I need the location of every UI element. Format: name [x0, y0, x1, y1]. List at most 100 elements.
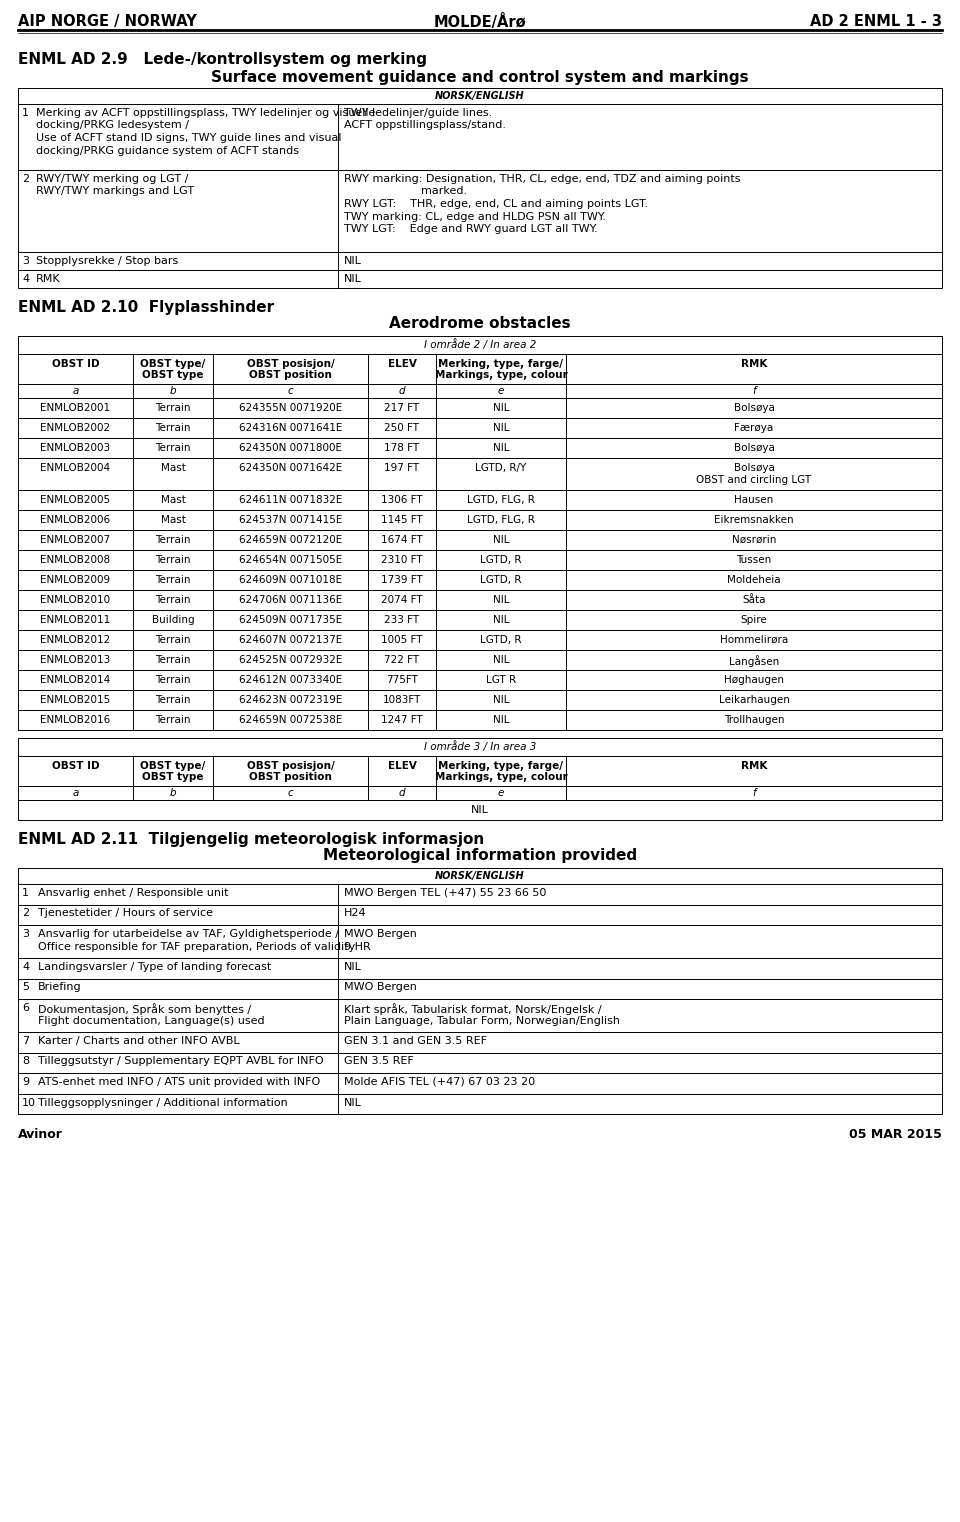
Text: 197 FT: 197 FT [384, 463, 420, 473]
Text: Office responsible for TAF preparation, Periods of validity: Office responsible for TAF preparation, … [38, 942, 355, 951]
Text: 624706N 0071136E: 624706N 0071136E [239, 595, 342, 606]
Text: NIL: NIL [492, 696, 509, 705]
Text: ENMLOB2008: ENMLOB2008 [40, 556, 110, 565]
Bar [18, 610, 942, 630]
Text: Mast: Mast [160, 495, 185, 505]
Text: Færøya: Færøya [734, 423, 774, 432]
Bar [18, 756, 942, 785]
Text: 624659N 0072538E: 624659N 0072538E [239, 715, 342, 724]
Bar [18, 670, 942, 689]
Text: RWY marking: Designation, THR, CL, edge, end, TDZ and aiming points: RWY marking: Designation, THR, CL, edge,… [344, 174, 740, 184]
Text: ENML AD 2.11  Tilgjengelig meteorologisk informasjon: ENML AD 2.11 Tilgjengelig meteorologisk … [18, 833, 484, 848]
Bar [18, 384, 942, 397]
Text: Tussen: Tussen [736, 556, 772, 565]
Text: 2: 2 [22, 174, 29, 184]
Text: ATS-enhet med INFO / ATS unit provided with INFO: ATS-enhet med INFO / ATS unit provided w… [38, 1078, 321, 1087]
Text: Ansvarlig enhet / Responsible unit: Ansvarlig enhet / Responsible unit [38, 887, 228, 898]
Text: e: e [498, 387, 504, 396]
Text: MOLDE/Årø: MOLDE/Årø [434, 14, 526, 30]
Bar [18, 979, 942, 998]
Text: b: b [170, 387, 177, 396]
Text: NORSK/ENGLISH: NORSK/ENGLISH [435, 871, 525, 881]
Text: Molde AFIS TEL (+47) 67 03 23 20: Molde AFIS TEL (+47) 67 03 23 20 [344, 1078, 535, 1087]
Text: NIL: NIL [344, 1097, 362, 1108]
Text: MWO Bergen: MWO Bergen [344, 983, 417, 992]
Text: NIL: NIL [492, 536, 509, 545]
Text: ENMLOB2009: ENMLOB2009 [40, 575, 110, 584]
Text: ENML AD 2.10  Flyplasshinder: ENML AD 2.10 Flyplasshinder [18, 300, 275, 315]
Text: H24: H24 [344, 909, 367, 918]
Text: NIL: NIL [492, 654, 509, 665]
Text: Terrain: Terrain [156, 674, 191, 685]
Text: 624659N 0072120E: 624659N 0072120E [239, 536, 342, 545]
Text: 624609N 0071018E: 624609N 0071018E [239, 575, 342, 584]
Text: Surface movement guidance and control system and markings: Surface movement guidance and control sy… [211, 70, 749, 85]
Bar [18, 253, 942, 269]
Text: LGTD, R: LGTD, R [480, 556, 521, 565]
Text: f: f [753, 788, 756, 798]
Text: ENMLOB2012: ENMLOB2012 [40, 635, 110, 645]
Text: Use of ACFT stand ID signs, TWY guide lines and visual: Use of ACFT stand ID signs, TWY guide li… [36, 132, 342, 143]
Text: Hommelirøra: Hommelirøra [720, 635, 788, 645]
Text: 624537N 0071415E: 624537N 0071415E [239, 514, 342, 525]
Text: Terrain: Terrain [156, 715, 191, 724]
Text: 624607N 0072137E: 624607N 0072137E [239, 635, 342, 645]
Bar [18, 438, 942, 458]
Text: 1145 FT: 1145 FT [381, 514, 422, 525]
Text: 178 FT: 178 FT [384, 443, 420, 454]
Text: 5: 5 [22, 983, 29, 992]
Text: 233 FT: 233 FT [384, 615, 420, 626]
Text: 250 FT: 250 FT [385, 423, 420, 432]
Bar [18, 1032, 942, 1053]
Text: Nøsrørin: Nøsrørin [732, 536, 777, 545]
Text: OBST posisjon/: OBST posisjon/ [247, 359, 334, 368]
Bar [18, 1053, 942, 1073]
Text: Terrain: Terrain [156, 635, 191, 645]
Text: 1005 FT: 1005 FT [381, 635, 422, 645]
Bar [18, 103, 942, 170]
Bar [18, 419, 942, 438]
Text: 6: 6 [22, 1003, 29, 1014]
Bar [18, 549, 942, 571]
Text: Markings, type, colour: Markings, type, colour [435, 772, 567, 782]
Bar [18, 336, 942, 355]
Text: Aerodrome obstacles: Aerodrome obstacles [389, 317, 571, 330]
Text: MWO Bergen: MWO Bergen [344, 928, 417, 939]
Text: LGTD, FLG, R: LGTD, FLG, R [468, 514, 535, 525]
Text: GEN 3.5 REF: GEN 3.5 REF [344, 1056, 414, 1067]
Text: 1306 FT: 1306 FT [381, 495, 422, 505]
Bar [18, 709, 942, 731]
Text: Tilleggsutstyr / Supplementary EQPT AVBL for INFO: Tilleggsutstyr / Supplementary EQPT AVBL… [38, 1056, 324, 1067]
Text: d: d [398, 788, 405, 798]
Bar [18, 269, 942, 288]
Text: I område 2 / In area 2: I område 2 / In area 2 [423, 339, 537, 350]
Bar [18, 591, 942, 610]
Text: ENML AD 2.9   Lede-/kontrollsystem og merking: ENML AD 2.9 Lede-/kontrollsystem og merk… [18, 52, 427, 67]
Text: Eikremsnakken: Eikremsnakken [714, 514, 794, 525]
Text: 624612N 0073340E: 624612N 0073340E [239, 674, 342, 685]
Text: 4: 4 [22, 274, 29, 285]
Text: 1739 FT: 1739 FT [381, 575, 422, 584]
Text: Terrain: Terrain [156, 443, 191, 454]
Text: d: d [398, 387, 405, 396]
Bar [18, 571, 942, 591]
Text: 8: 8 [22, 1056, 29, 1067]
Text: 1083FT: 1083FT [383, 696, 421, 705]
Text: NIL: NIL [492, 443, 509, 454]
Text: TWY ledelinjer/guide lines.: TWY ledelinjer/guide lines. [344, 108, 492, 119]
Bar [18, 925, 942, 957]
Text: OBST type/: OBST type/ [140, 761, 205, 772]
Text: 624509N 0071735E: 624509N 0071735E [239, 615, 342, 626]
Text: NIL: NIL [344, 274, 362, 285]
Text: ELEV: ELEV [388, 761, 417, 772]
Text: Terrain: Terrain [156, 575, 191, 584]
Text: Hausen: Hausen [734, 495, 774, 505]
Text: I område 3 / In area 3: I område 3 / In area 3 [423, 741, 537, 752]
Text: ENMLOB2014: ENMLOB2014 [40, 674, 110, 685]
Text: a: a [72, 387, 79, 396]
Text: Såta: Såta [742, 595, 766, 606]
Text: OBST ID: OBST ID [52, 359, 99, 368]
Text: Flight documentation, Language(s) used: Flight documentation, Language(s) used [38, 1015, 265, 1026]
Text: ENMLOB2011: ENMLOB2011 [40, 615, 110, 626]
Text: e: e [498, 788, 504, 798]
